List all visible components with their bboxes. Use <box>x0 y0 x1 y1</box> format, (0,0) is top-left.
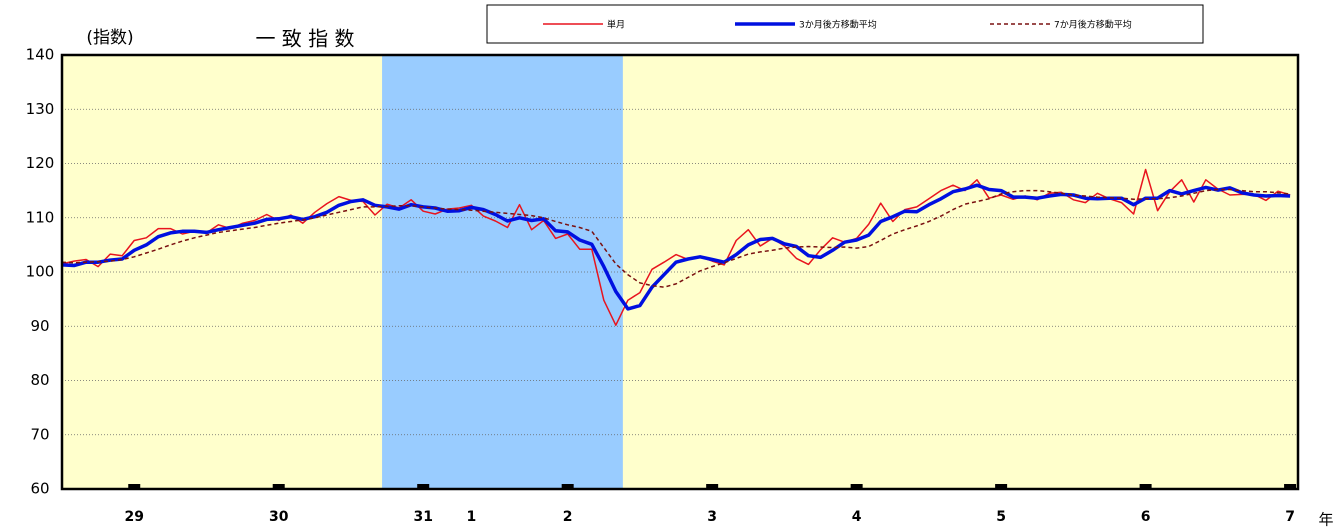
y-tick-label: 100 <box>26 263 55 281</box>
chart-title: 一 致 指 数 <box>255 27 354 51</box>
y-tick-label: 80 <box>30 371 49 389</box>
y-tick-label: 140 <box>26 46 55 64</box>
x-tick-label: 1 <box>466 509 476 525</box>
x-tick-label: 3 <box>707 509 717 525</box>
x-tick-mark <box>1284 484 1297 489</box>
legend-box <box>486 4 1204 44</box>
x-tick-label: 31 <box>413 509 432 525</box>
y-tick-label: 60 <box>30 480 49 498</box>
x-tick-mark <box>128 484 141 489</box>
y-tick-label: 110 <box>26 208 55 226</box>
recession-shading <box>382 55 623 489</box>
y-tick-label: 130 <box>26 100 55 118</box>
x-tick-mark <box>706 484 719 489</box>
y-tick-label: 120 <box>26 154 55 172</box>
x-tick-label: 6 <box>1141 509 1151 525</box>
series-line <box>61 168 1291 326</box>
x-tick-label: 4 <box>852 509 862 525</box>
x-tick-mark <box>272 484 285 489</box>
x-tick-label: 2 <box>563 509 573 525</box>
series-line <box>61 188 1291 288</box>
x-tick-mark <box>561 484 574 489</box>
legend-label: 単月 <box>607 19 625 31</box>
x-tick-mark <box>995 484 1008 489</box>
y-axis-label: (指数) <box>86 28 133 48</box>
x-tick-label: 7 <box>1285 509 1295 525</box>
x-tick-label: 29 <box>124 509 143 525</box>
y-tick-label: 70 <box>30 425 49 443</box>
x-tick-label: 30 <box>269 509 289 525</box>
legend-label: 7か月後方移動平均 <box>1054 19 1132 31</box>
y-tick-label: 90 <box>30 317 49 335</box>
x-axis-unit: 年 <box>1318 511 1333 528</box>
legend-label: 3か月後方移動平均 <box>799 19 877 31</box>
x-tick-mark <box>1139 484 1152 489</box>
x-tick-mark <box>850 484 863 489</box>
x-tick-label: 5 <box>996 509 1006 525</box>
series-line <box>61 183 1291 311</box>
x-tick-mark <box>417 484 430 489</box>
plot-border <box>60 53 1300 491</box>
